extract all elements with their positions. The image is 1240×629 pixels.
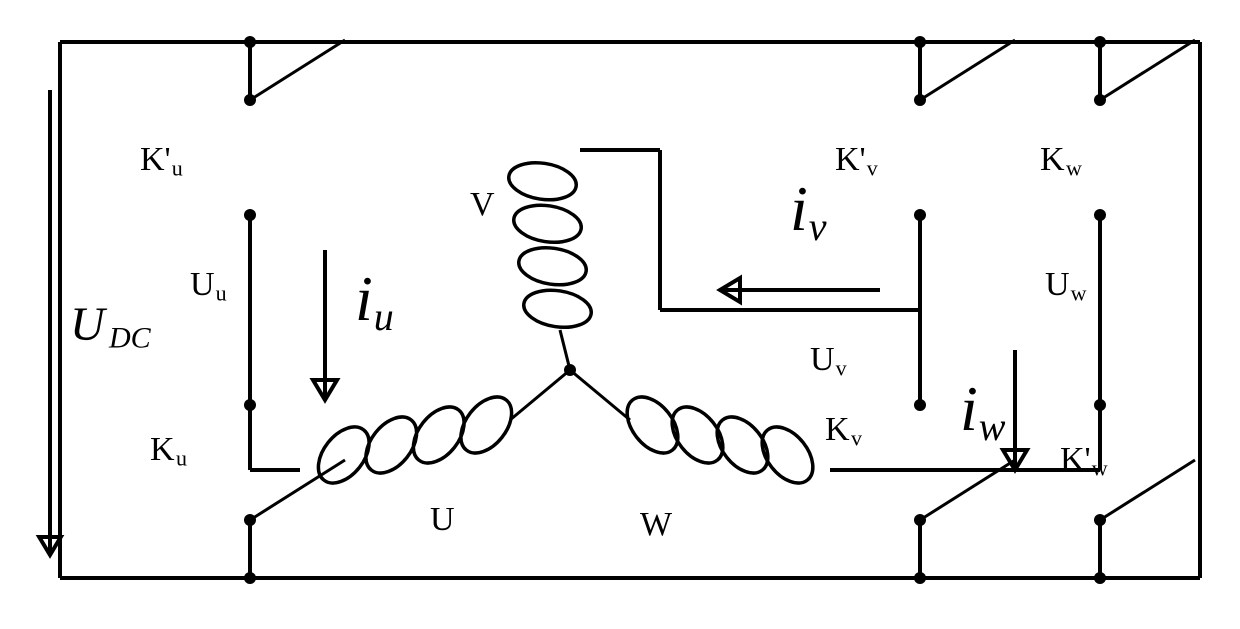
svg-text:i: i: [960, 373, 978, 444]
svg-text:K: K: [825, 411, 850, 448]
svg-text:K': K': [140, 141, 171, 178]
svg-text:u: u: [374, 294, 394, 339]
svg-text:v: v: [867, 156, 878, 181]
svg-text:W: W: [640, 506, 673, 543]
three-phase-inverter-diagram: UDCiuiviwK'uKuK'vKvKwK'wUuUvUwUVW: [0, 0, 1240, 629]
svg-text:U: U: [430, 501, 455, 538]
svg-text:i: i: [790, 173, 808, 244]
svg-text:K': K': [835, 141, 866, 178]
svg-text:K': K': [1060, 441, 1091, 478]
svg-text:V: V: [470, 186, 495, 223]
svg-text:u: u: [216, 281, 227, 306]
svg-text:u: u: [172, 156, 183, 181]
svg-text:w: w: [1071, 281, 1087, 306]
svg-text:i: i: [355, 263, 373, 334]
svg-text:K: K: [1040, 141, 1065, 178]
svg-text:U: U: [810, 341, 835, 378]
svg-text:v: v: [851, 426, 862, 451]
svg-text:v: v: [836, 356, 847, 381]
svg-text:K: K: [150, 431, 175, 468]
svg-text:w: w: [979, 404, 1006, 449]
svg-text:w: w: [1066, 156, 1082, 181]
svg-text:U: U: [190, 266, 215, 303]
svg-text:w: w: [1092, 456, 1108, 481]
svg-text:U: U: [70, 298, 108, 351]
svg-text:DC: DC: [108, 322, 152, 355]
svg-text:u: u: [176, 446, 187, 471]
svg-text:U: U: [1045, 266, 1070, 303]
svg-text:v: v: [809, 204, 827, 249]
